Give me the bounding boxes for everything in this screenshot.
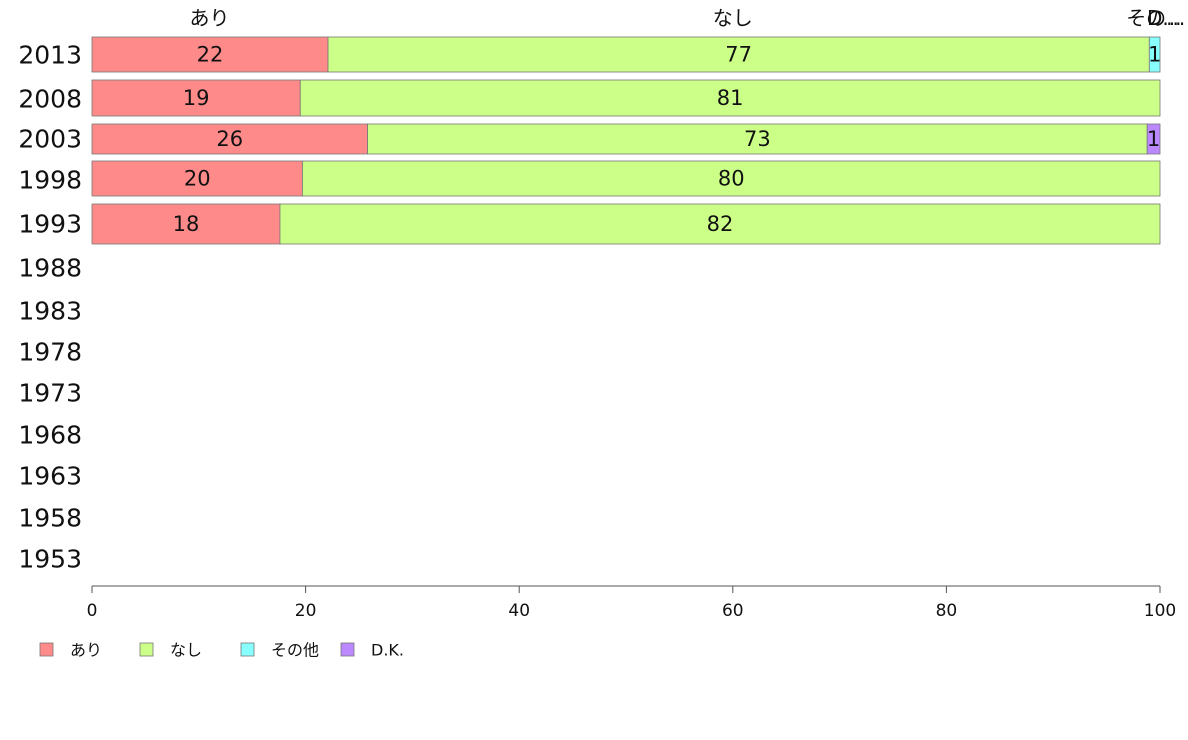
year-label-2008: 2008: [18, 85, 82, 114]
x-tick-label-0: 0: [87, 601, 98, 621]
bar-1993-あり: [91, 203, 281, 245]
data-label-2008-あり: 19: [183, 86, 210, 110]
year-label-1993: 1993: [18, 210, 82, 239]
x-tick-label-60: 60: [722, 601, 744, 621]
bar-1998-あり: [91, 160, 303, 197]
data-label-1998-なし: 80: [718, 167, 745, 191]
bar-1998-なし: [301, 160, 1161, 197]
year-label-2003: 2003: [18, 125, 82, 154]
data-label-2008-なし: 81: [717, 86, 744, 110]
year-label-1958: 1958: [18, 504, 82, 533]
legend-swatch-2: [240, 642, 255, 657]
top-series-label-3: D...: [1147, 6, 1181, 30]
x-tick-label-20: 20: [295, 601, 317, 621]
legend-swatch-3: [340, 642, 355, 657]
data-label-2003-なし: 73: [744, 127, 771, 151]
year-label-1988: 1988: [18, 254, 82, 283]
year-label-1978: 1978: [18, 338, 82, 367]
bar-2013-その他: [1148, 36, 1161, 73]
top-series-label-0: あり: [189, 6, 229, 30]
bar-2003-D.K.: [1146, 123, 1161, 155]
legend-swatch-1: [139, 642, 154, 657]
year-label-1973: 1973: [18, 379, 82, 408]
data-label-2013-なし: 77: [725, 43, 752, 67]
data-label-2003-D.K.: 1: [1147, 127, 1160, 151]
legend-label-0: あり: [70, 641, 102, 660]
x-tick-label-100: 100: [1144, 601, 1176, 621]
bar-2013-あり: [91, 36, 329, 73]
data-label-1993-あり: 18: [173, 212, 200, 236]
top-series-label-1: なし: [713, 6, 753, 30]
data-label-2013-その他: 1: [1148, 43, 1161, 67]
year-label-1968: 1968: [18, 421, 82, 450]
year-label-2013: 2013: [18, 41, 82, 70]
legend-label-1: なし: [170, 641, 202, 660]
data-label-1993-なし: 82: [707, 212, 734, 236]
bar-2008-なし: [299, 79, 1161, 117]
year-label-1983: 1983: [18, 297, 82, 326]
year-label-1963: 1963: [18, 462, 82, 491]
top-series-label-2: その...: [1126, 6, 1185, 30]
bar-2003-なし: [367, 123, 1148, 155]
data-label-2013-あり: 22: [197, 43, 224, 67]
year-label-1998: 1998: [18, 166, 82, 195]
legend-label-2: その他: [271, 641, 319, 660]
bar-2003-あり: [91, 123, 368, 155]
bar-1993-なし: [279, 203, 1161, 245]
bar-2013-なし: [327, 36, 1150, 73]
legend-label-3: D.K.: [371, 641, 404, 660]
x-tick-label-40: 40: [508, 601, 530, 621]
year-label-1953: 1953: [18, 545, 82, 574]
data-label-1998-あり: 20: [184, 167, 211, 191]
x-tick-label-80: 80: [936, 601, 958, 621]
data-label-2003-あり: 26: [216, 127, 243, 151]
legend-swatch-0: [39, 642, 54, 657]
